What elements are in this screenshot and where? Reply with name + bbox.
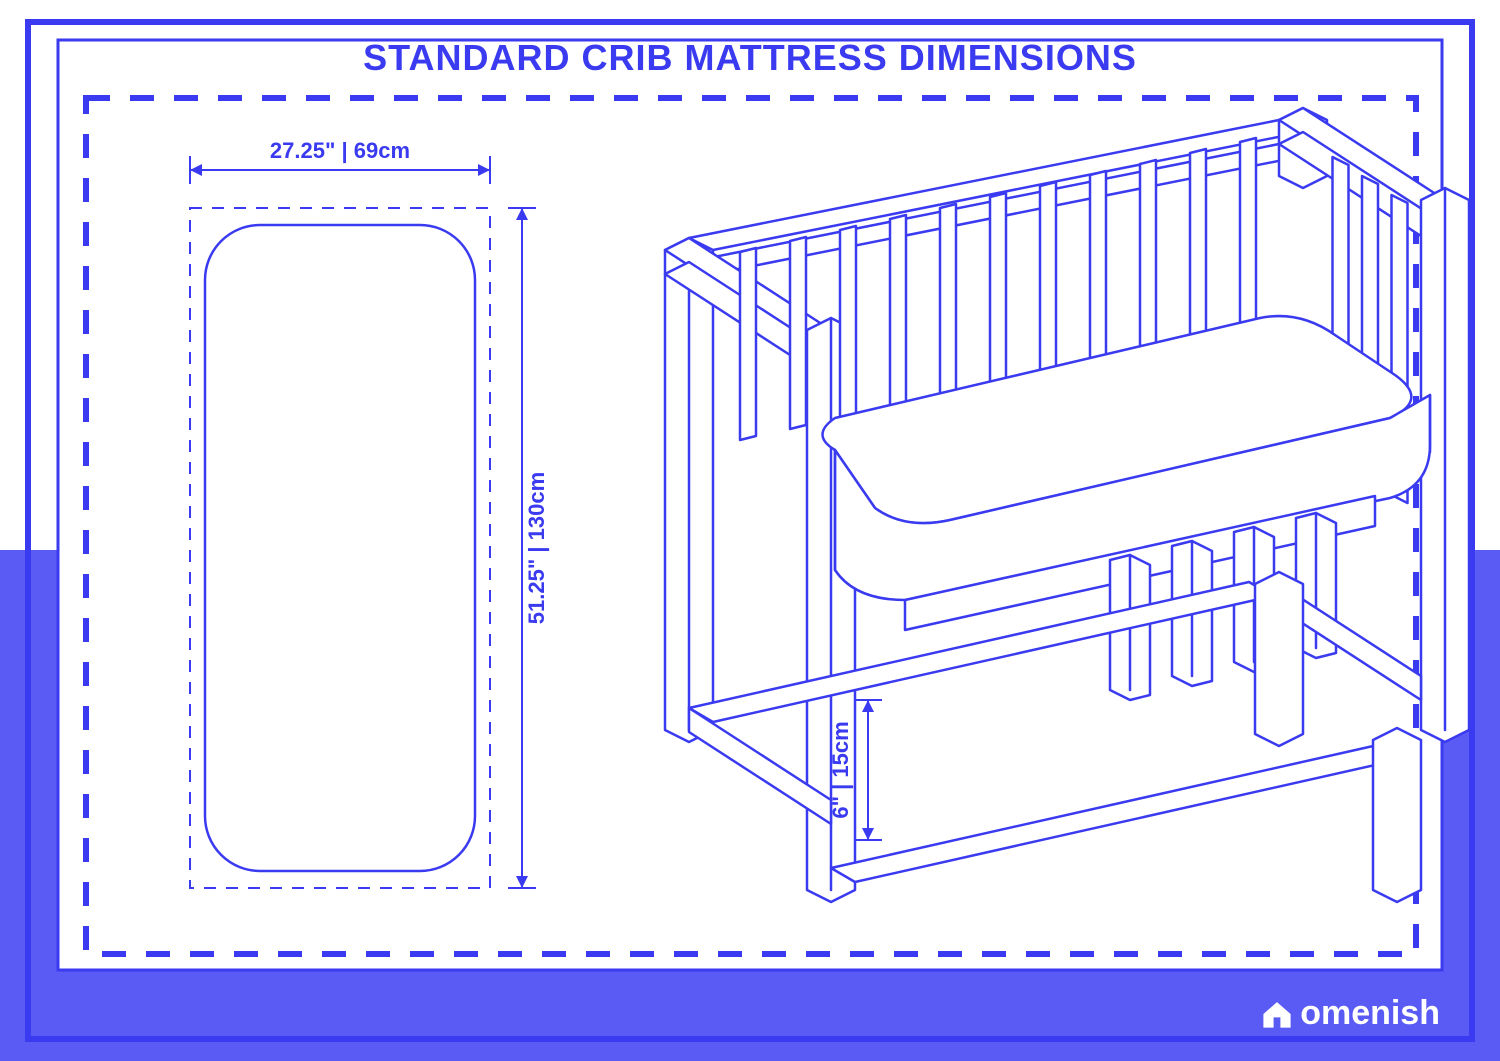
mattress-rounded-rect bbox=[205, 225, 475, 871]
diagram-title: STANDARD CRIB MATTRESS DIMENSIONS bbox=[363, 37, 1137, 78]
thickness-dimension-label: 6" | 15cm bbox=[828, 721, 853, 818]
mattress-plan-view bbox=[190, 208, 490, 888]
length-dimension-label: 51.25" | 130cm bbox=[524, 472, 549, 624]
width-dimension-label: 27.25" | 69cm bbox=[270, 138, 410, 163]
diagram-svg: STANDARD CRIB MATTRESS DIMENSIONS 27.25"… bbox=[0, 0, 1500, 1061]
house-icon bbox=[1260, 997, 1294, 1031]
right-front-leg bbox=[1373, 728, 1421, 902]
back-right-leg bbox=[1255, 572, 1303, 746]
diagram-stage: STANDARD CRIB MATTRESS DIMENSIONS 27.25"… bbox=[0, 0, 1500, 1061]
brand-text: omenish bbox=[1300, 994, 1440, 1033]
brand-logo: omenish bbox=[1260, 994, 1440, 1033]
